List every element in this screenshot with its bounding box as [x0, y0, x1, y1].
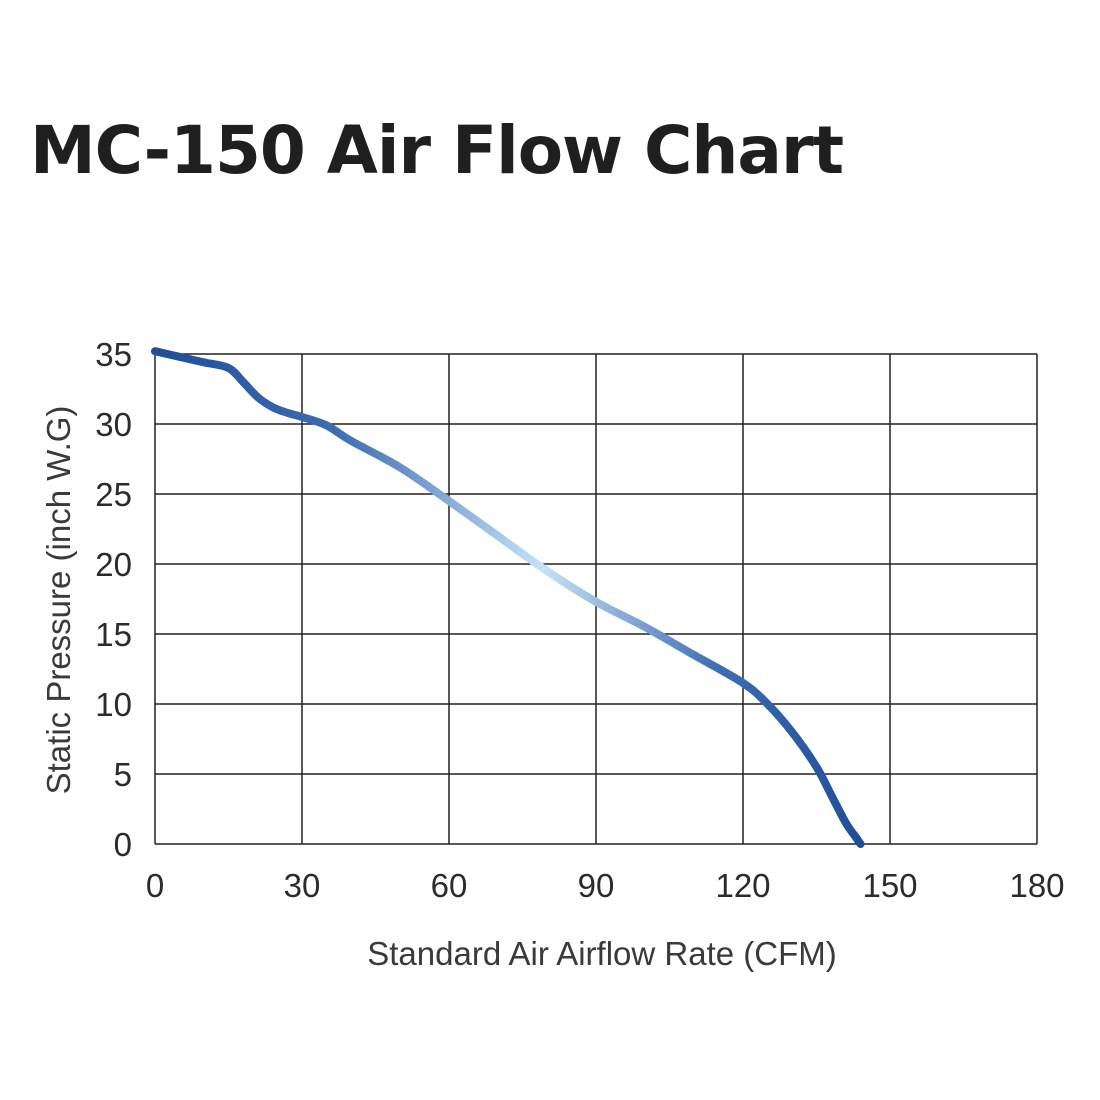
x-tick-label: 180 — [1009, 867, 1064, 904]
chart-title: MC-150 Air Flow Chart — [30, 112, 844, 189]
y-tick-label: 10 — [95, 686, 132, 723]
y-tick-label: 15 — [95, 616, 132, 653]
x-tick-label: 0 — [146, 867, 164, 904]
x-tick-label: 120 — [715, 867, 770, 904]
y-tick-label: 0 — [114, 826, 132, 863]
x-tick-label: 60 — [431, 867, 468, 904]
x-tick-label: 30 — [284, 867, 321, 904]
y-tick-label: 35 — [95, 336, 132, 373]
y-tick-label: 25 — [95, 476, 132, 513]
y-axis-label: Static Pressure (inch W.G) — [40, 406, 77, 795]
x-axis-label: Standard Air Airflow Rate (CFM) — [367, 935, 836, 972]
x-tick-label: 150 — [862, 867, 917, 904]
y-tick-label: 20 — [95, 546, 132, 583]
x-tick-label: 90 — [578, 867, 615, 904]
y-tick-label: 30 — [95, 406, 132, 443]
airflow-curve — [151, 347, 865, 848]
x-tick-labels: 0 30 60 90 120 150 180 — [146, 867, 1065, 904]
y-tick-labels: 0 5 10 15 20 25 30 35 — [95, 336, 132, 863]
y-tick-label: 5 — [114, 756, 132, 793]
grid-lines — [154, 353, 1038, 845]
